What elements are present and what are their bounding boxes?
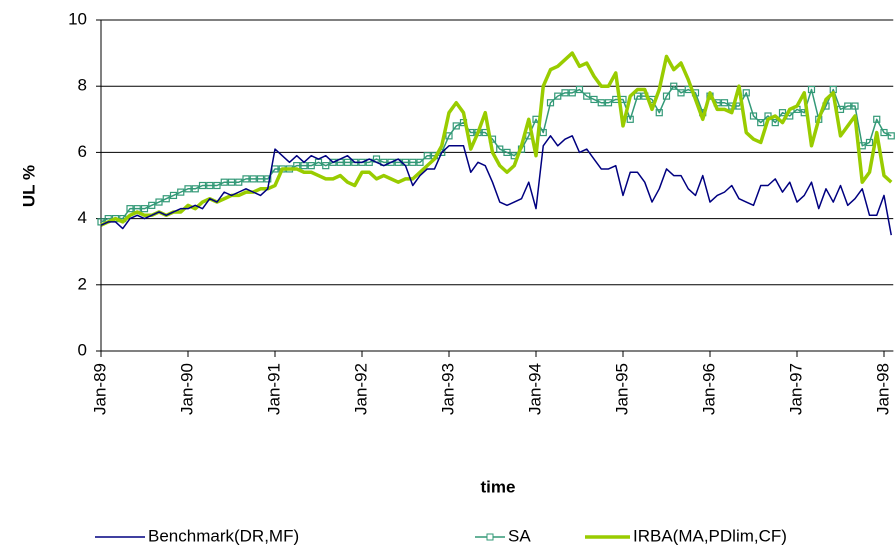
y-tick-label: 4 — [78, 208, 87, 227]
x-axis-title: time — [481, 477, 516, 496]
legend-label: IRBA(MA,PDlim,CF) — [633, 526, 787, 545]
series-marker — [604, 99, 613, 107]
series-marker — [416, 158, 424, 166]
y-axis-title: UL % — [19, 165, 38, 207]
series-marker — [140, 205, 149, 213]
series-marker — [503, 148, 511, 156]
legend-label: SA — [508, 526, 531, 545]
x-tick-label: Jan-89 — [90, 363, 109, 415]
y-tick-label: 8 — [78, 76, 87, 95]
series-marker — [206, 181, 214, 190]
series-marker — [162, 195, 170, 203]
series-marker — [757, 119, 765, 127]
x-tick-label: Jan-95 — [612, 363, 631, 415]
series-marker — [177, 188, 185, 196]
series-marker — [264, 175, 272, 183]
series-marker — [329, 158, 337, 166]
series-marker — [626, 115, 634, 123]
series-marker — [322, 162, 330, 170]
series-marker — [249, 175, 257, 183]
series-marker — [778, 109, 787, 117]
series-marker — [148, 201, 156, 209]
x-tick-label: Jan-97 — [786, 363, 805, 415]
series-marker — [387, 158, 395, 166]
series-marker — [749, 112, 758, 120]
series-marker — [191, 185, 199, 193]
series-marker — [242, 175, 250, 183]
series-marker — [880, 128, 888, 137]
series-marker — [227, 178, 236, 186]
series-marker — [423, 152, 431, 160]
series-marker — [126, 205, 134, 213]
series-marker — [590, 95, 598, 104]
series-marker — [677, 89, 685, 97]
x-tick-label: Jan-98 — [873, 363, 892, 415]
y-tick-label: 2 — [78, 274, 87, 293]
series-marker — [583, 92, 591, 100]
series-marker — [807, 85, 816, 94]
series-marker — [184, 185, 192, 193]
series-marker — [213, 181, 221, 190]
series-marker — [445, 132, 453, 140]
series-marker — [496, 145, 504, 153]
series-marker — [561, 89, 569, 97]
series-marker — [198, 181, 207, 190]
series-marker — [655, 109, 663, 117]
series-marker — [633, 92, 642, 100]
series-line — [100, 85, 892, 223]
series-marker — [851, 102, 859, 110]
series-marker — [409, 158, 417, 166]
series-marker — [539, 128, 547, 137]
series-marker — [742, 89, 750, 97]
x-tick-label: Jan-92 — [351, 363, 370, 415]
series-marker — [546, 99, 555, 107]
series-line — [100, 135, 892, 236]
series-marker — [887, 132, 895, 140]
y-tick-label: 6 — [78, 142, 87, 161]
y-tick-label: 0 — [78, 340, 87, 359]
series-marker — [720, 99, 729, 107]
series-marker — [169, 191, 178, 200]
series-marker — [220, 178, 228, 186]
series-marker — [662, 92, 671, 100]
series-marker — [307, 162, 315, 170]
legend-marker — [486, 533, 494, 541]
series-marker — [771, 119, 779, 127]
series-marker — [670, 82, 678, 90]
series-marker — [597, 99, 605, 107]
series-marker — [554, 92, 562, 100]
legend-label: Benchmark(DR,MF) — [148, 526, 299, 545]
series-marker — [873, 115, 881, 123]
x-tick-label: Jan-91 — [264, 363, 283, 415]
series-marker — [568, 89, 576, 97]
series-marker — [452, 122, 460, 130]
x-tick-label: Jan-96 — [699, 363, 718, 415]
x-tick-label: Jan-90 — [177, 363, 196, 415]
x-tick-label: Jan-93 — [438, 363, 457, 415]
y-tick-label: 10 — [68, 9, 87, 28]
x-tick-label: Jan-94 — [525, 363, 544, 415]
series-marker — [575, 85, 584, 94]
series-marker — [235, 178, 243, 186]
series-marker — [343, 158, 352, 166]
series-marker — [155, 198, 163, 206]
series-marker — [256, 175, 265, 183]
series-marker — [844, 102, 852, 110]
series-marker — [865, 138, 874, 147]
